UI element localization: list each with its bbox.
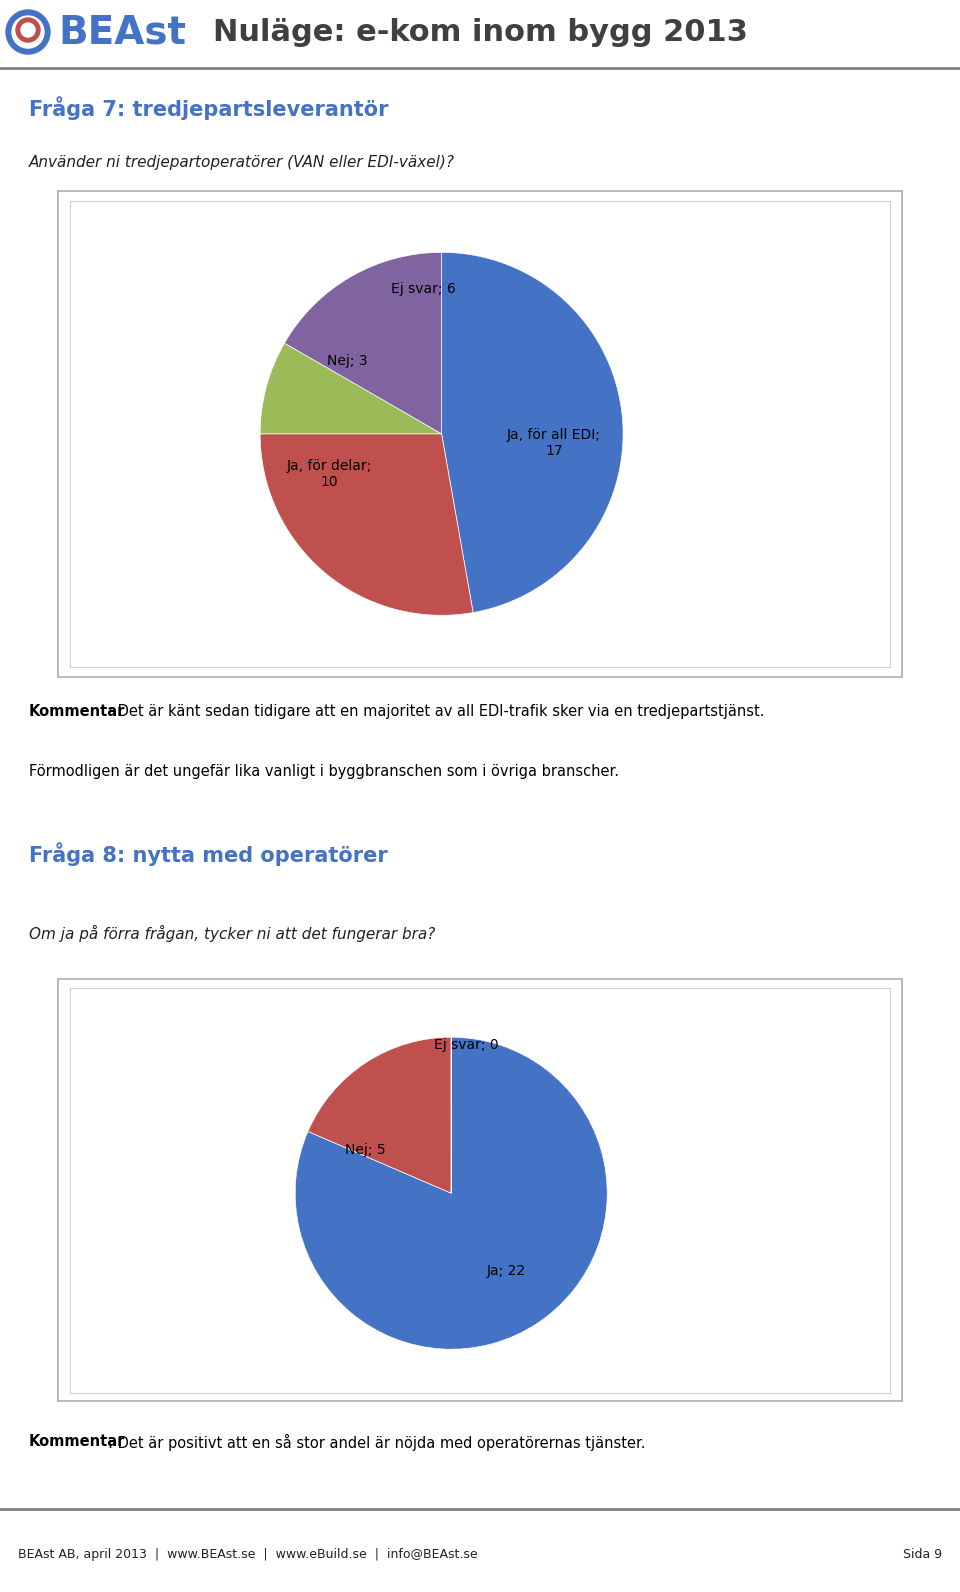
Text: : Det är positivt att en så stor andel är nöjda med operatörernas tjänster.: : Det är positivt att en så stor andel ä… xyxy=(108,1434,646,1450)
Wedge shape xyxy=(442,253,623,613)
Text: Nuläge: e-kom inom bygg 2013: Nuläge: e-kom inom bygg 2013 xyxy=(212,18,748,46)
Text: Kommentar: Kommentar xyxy=(29,1434,125,1449)
Text: Sida 9: Sida 9 xyxy=(902,1547,942,1560)
Text: Använder ni tredjepartoperatörer (VAN eller EDI-växel)?: Använder ni tredjepartoperatörer (VAN el… xyxy=(29,156,455,170)
Wedge shape xyxy=(308,1038,451,1194)
Text: Nej; 3: Nej; 3 xyxy=(327,355,368,368)
Text: Ja, för all EDI;
17: Ja, för all EDI; 17 xyxy=(507,428,601,458)
Wedge shape xyxy=(295,1038,608,1348)
Text: Fråga 8: nytta med operatörer: Fråga 8: nytta med operatörer xyxy=(29,842,388,866)
Text: Nej; 5: Nej; 5 xyxy=(345,1143,386,1156)
Text: Om ja på förra frågan, tycker ni att det fungerar bra?: Om ja på förra frågan, tycker ni att det… xyxy=(29,925,435,942)
Text: Ja; 22: Ja; 22 xyxy=(487,1264,525,1278)
Text: : Det är känt sedan tidigare att en majoritet av all EDI-trafik sker via en tred: : Det är känt sedan tidigare att en majo… xyxy=(108,704,765,718)
Wedge shape xyxy=(260,433,473,615)
Circle shape xyxy=(6,10,50,54)
Wedge shape xyxy=(260,344,442,435)
Text: BEAst AB, april 2013  |  www.BEAst.se  |  www.eBuild.se  |  info@BEAst.se: BEAst AB, april 2013 | www.BEAst.se | ww… xyxy=(18,1547,478,1560)
Text: Ej svar; 6: Ej svar; 6 xyxy=(391,282,456,296)
Circle shape xyxy=(21,22,35,37)
Circle shape xyxy=(16,18,40,41)
Text: Ej svar; 0: Ej svar; 0 xyxy=(435,1038,499,1052)
Text: Förmodligen är det ungefär lika vanligt i byggbranschen som i övriga branscher.: Förmodligen är det ungefär lika vanligt … xyxy=(29,764,619,778)
Text: Ja, för delar;
10: Ja, för delar; 10 xyxy=(286,458,372,489)
Text: BEAst: BEAst xyxy=(58,13,186,51)
Circle shape xyxy=(12,16,44,48)
Text: Kommentar: Kommentar xyxy=(29,704,125,718)
Text: Fråga 7: tredjepartsleverantör: Fråga 7: tredjepartsleverantör xyxy=(29,96,388,119)
Wedge shape xyxy=(284,253,442,435)
